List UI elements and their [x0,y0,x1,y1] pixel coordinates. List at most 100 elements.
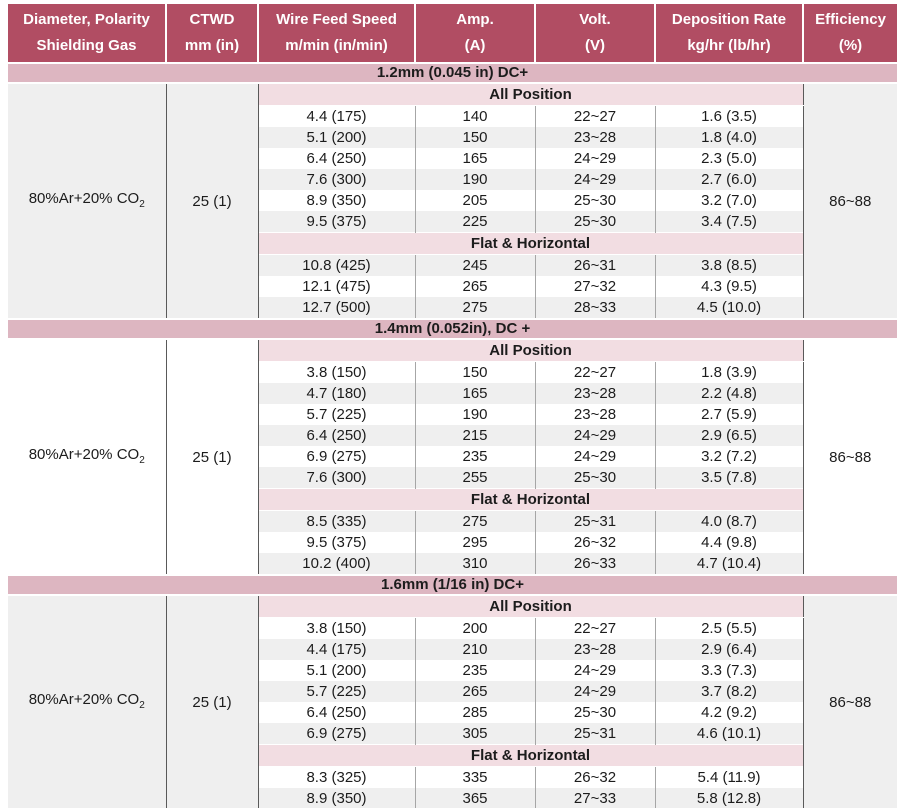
data-row: 4.7 (180) 165 23~28 2.2 (4.8) [8,383,897,404]
data-row: 5.1 (200) 235 24~29 3.3 (7.3) [8,660,897,681]
amp-cell: 245 [414,254,535,276]
header-line: mm (in) [184,37,240,54]
position-group-band: All Position [258,594,803,618]
header-line: (V) [585,37,605,54]
volt-cell: 22~27 [534,105,655,127]
volt-cell: 23~28 [534,127,655,148]
section-first-row: 80%Ar+20% CO2 25 (1) All Position 86~88 [8,594,897,808]
wire-feed-speed-cell: 7.6 (300) [258,169,415,190]
deposition-rate-cell: 4.0 (8.7) [654,510,803,532]
volt-cell: 28~33 [534,297,655,319]
volt-cell: 26~32 [534,532,655,553]
data-row: 3.8 (150) 200 22~27 2.5 (5.5) [8,617,897,639]
position-group-band: Flat & Horizontal [258,232,803,255]
deposition-rate-cell: 1.6 (3.5) [654,105,803,127]
shielding-gas-cell: 80%Ar+20% CO2 [8,595,167,808]
deposition-rate-cell: 5.8 (12.8) [654,788,803,808]
amp-cell: 150 [414,127,535,148]
shielding-gas-text: 80%Ar+20% CO [28,189,140,207]
wire-feed-speed-cell: 10.8 (425) [258,254,415,276]
wire-feed-speed-cell: 4.4 (175) [258,639,415,660]
position-group-band: Flat & Horizontal [258,744,803,767]
deposition-rate-cell: 3.4 (7.5) [654,211,803,233]
gas-subscript: 2 [139,198,145,210]
data-row: 5.1 (200) 150 23~28 1.8 (4.0) [8,127,897,148]
wire-feed-speed-cell: 6.4 (250) [258,148,415,169]
section-title: 1.6mm (1/16 in) DC+ [8,574,897,596]
data-row: 6.4 (250) 165 24~29 2.3 (5.0) [8,148,897,169]
deposition-rate-cell: 3.7 (8.2) [654,681,803,702]
deposition-rate-cell: 4.4 (9.8) [654,532,803,553]
data-row: 10.8 (425) 245 26~31 3.8 (8.5) [8,254,897,276]
data-row: 12.7 (500) 275 28~33 4.5 (10.0) [8,297,897,319]
amp-cell: 215 [414,425,535,446]
deposition-rate-cell: 4.6 (10.1) [654,723,803,745]
amp-cell: 210 [414,639,535,660]
wire-feed-speed-cell: 5.1 (200) [258,127,415,148]
wire-feed-speed-cell: 12.7 (500) [258,297,415,319]
volt-cell: 24~29 [534,660,655,681]
amp-cell: 140 [414,105,535,127]
header-row: Diameter, Polarity Shielding Gas CTWD mm (… [8,4,897,64]
wire-feed-speed-cell: 4.7 (180) [258,383,415,404]
ctwd-cell: 25 (1) [166,83,259,319]
wire-feed-speed-cell: 6.4 (250) [258,425,415,446]
header-line: CTWD [189,11,235,28]
wire-feed-speed-cell: 9.5 (375) [258,211,415,233]
deposition-rate-cell: 2.2 (4.8) [654,383,803,404]
amp-cell: 225 [414,211,535,233]
col-header-efficiency: Efficiency (%) [803,4,897,64]
wire-feed-speed-cell: 6.4 (250) [258,702,415,723]
amp-cell: 265 [414,276,535,297]
volt-cell: 27~32 [534,276,655,297]
data-row: 6.4 (250) 215 24~29 2.9 (6.5) [8,425,897,446]
header-line: Volt. [579,11,611,28]
volt-cell: 23~28 [534,383,655,404]
shielding-gas-cell: 80%Ar+20% CO2 [8,339,167,575]
data-row: 8.5 (335) 275 25~31 4.0 (8.7) [8,510,897,532]
volt-cell: 26~33 [534,553,655,575]
volt-cell: 22~27 [534,617,655,639]
efficiency-cell: 86~88 [802,339,897,575]
deposition-rate-cell: 4.3 (9.5) [654,276,803,297]
deposition-rate-cell: 1.8 (3.9) [654,361,803,383]
amp-cell: 255 [414,467,535,489]
welding-parameters-table: Diameter, Polarity Shielding Gas CTWD mm (… [8,4,897,808]
header-line: Wire Feed Speed [276,11,397,28]
deposition-rate-cell: 1.8 (4.0) [654,127,803,148]
amp-cell: 305 [414,723,535,745]
volt-cell: 24~29 [534,148,655,169]
volt-cell: 25~30 [534,211,655,233]
volt-cell: 26~32 [534,766,655,788]
amp-cell: 275 [414,510,535,532]
data-row: 6.4 (250) 285 25~30 4.2 (9.2) [8,702,897,723]
deposition-rate-cell: 2.9 (6.5) [654,425,803,446]
volt-cell: 25~30 [534,702,655,723]
position-group-band: Flat & Horizontal [258,488,803,511]
data-row: 6.9 (275) 235 24~29 3.2 (7.2) [8,446,897,467]
data-row: 8.9 (350) 365 27~33 5.8 (12.8) [8,788,897,808]
group-band-row: Flat & Horizontal [8,232,897,255]
deposition-rate-cell: 3.3 (7.3) [654,660,803,681]
shielding-gas-cell: 80%Ar+20% CO2 [8,83,167,319]
wire-feed-speed-cell: 4.4 (175) [258,105,415,127]
header-line: Deposition Rate [671,11,787,28]
volt-cell: 25~30 [534,467,655,489]
amp-cell: 165 [414,148,535,169]
header-line: m/min (in/min) [285,37,388,54]
amp-cell: 295 [414,532,535,553]
amp-cell: 205 [414,190,535,211]
deposition-rate-cell: 2.9 (6.4) [654,639,803,660]
amp-cell: 190 [414,404,535,425]
deposition-rate-cell: 3.2 (7.2) [654,446,803,467]
wire-feed-speed-cell: 8.5 (335) [258,510,415,532]
deposition-rate-cell: 2.7 (5.9) [654,404,803,425]
header-line: Shielding Gas [36,37,137,54]
amp-cell: 285 [414,702,535,723]
volt-cell: 24~29 [534,681,655,702]
header-line: Efficiency [815,11,886,28]
ctwd-cell: 25 (1) [166,339,259,575]
section-first-row: 80%Ar+20% CO2 25 (1) All Position 86~88 [8,338,897,575]
shielding-gas-text: 80%Ar+20% CO [28,445,140,463]
volt-cell: 24~29 [534,446,655,467]
